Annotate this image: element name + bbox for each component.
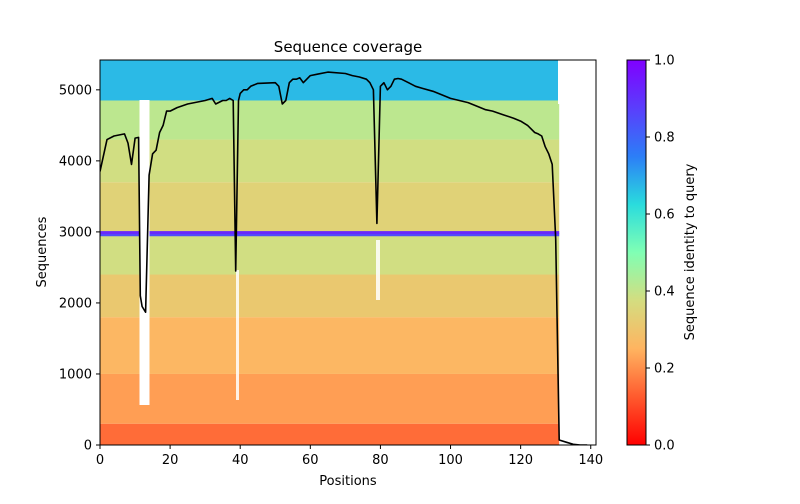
y-tick-label: 2000 xyxy=(59,296,92,311)
chart-title: Sequence coverage xyxy=(274,38,422,56)
x-tick-label: 60 xyxy=(302,453,319,468)
colorbar-tick-label: 0.0 xyxy=(654,439,675,454)
y-axis-label: Sequences xyxy=(35,216,50,287)
identity-band-0 xyxy=(100,423,560,445)
identity-band-7 xyxy=(100,100,560,140)
colorbar-label: Sequence identity to query xyxy=(683,163,698,340)
colorbar-gradient xyxy=(626,59,647,446)
x-tick-label: 80 xyxy=(372,453,389,468)
identity-band-4 xyxy=(100,231,560,275)
colorbar-tick-label: 0.8 xyxy=(654,131,675,146)
colorbar-tick-label: 0.6 xyxy=(654,208,675,223)
y-tick-label: 0 xyxy=(84,439,92,454)
plot-frame xyxy=(99,59,597,446)
coverage-gaps xyxy=(139,60,596,445)
highlight-row-1 xyxy=(100,231,560,235)
x-tick-label: 40 xyxy=(232,453,249,468)
gap-column-pos79 xyxy=(376,240,380,300)
x-tick-label: 120 xyxy=(508,453,533,468)
colorbar-tick-label: 0.4 xyxy=(654,285,675,300)
y-tick-label: 4000 xyxy=(59,154,92,169)
top-band-tail xyxy=(558,60,562,104)
y-tick-label: 1000 xyxy=(59,367,92,382)
colorbar: 0.0 0.2 0.4 0.6 0.8 1.0 Sequence identity to … xyxy=(626,54,698,454)
identity-band-5 xyxy=(100,182,560,232)
gap-column-pos39 xyxy=(236,270,239,400)
highlight-row-0 xyxy=(100,233,560,237)
identity-band-2 xyxy=(100,317,560,374)
x-axis: 0 20 40 60 80 100 120 140 xyxy=(96,445,603,468)
identity-bands xyxy=(100,60,560,445)
identity-band-3 xyxy=(100,274,560,318)
y-tick-label: 3000 xyxy=(59,225,92,240)
x-axis-label: Positions xyxy=(319,474,377,489)
gap-column-pos11 xyxy=(139,100,150,405)
colorbar-tick-label: 1.0 xyxy=(654,54,675,69)
y-tick-label: 5000 xyxy=(59,83,92,98)
identity-band-1 xyxy=(100,373,560,424)
y-axis: 0 1000 2000 3000 4000 5000 xyxy=(59,83,100,454)
x-tick-label: 20 xyxy=(162,453,179,468)
empty-tail xyxy=(562,60,596,445)
x-tick-label: 140 xyxy=(578,453,603,468)
x-tick-label: 100 xyxy=(438,453,463,468)
identity-band-6 xyxy=(100,139,560,183)
highlight-rows xyxy=(100,231,560,237)
x-tick-label: 0 xyxy=(96,453,104,468)
plot-area xyxy=(100,60,596,445)
identity-band-8 xyxy=(100,60,560,101)
coverage-line xyxy=(100,71,588,445)
colorbar-ticks: 0.0 0.2 0.4 0.6 0.8 1.0 xyxy=(646,54,675,454)
colorbar-tick-label: 0.2 xyxy=(654,362,675,377)
